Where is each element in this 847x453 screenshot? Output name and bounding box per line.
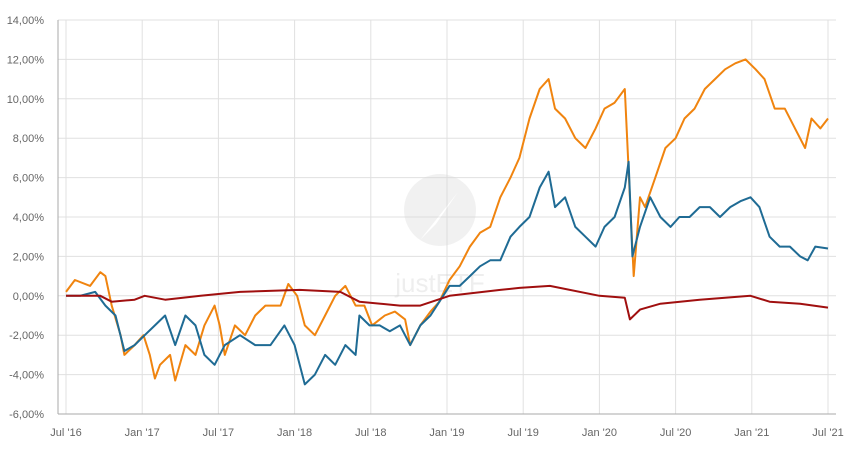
- x-tick-label: Jul '18: [355, 427, 386, 439]
- x-tick-label: Jan '18: [277, 427, 312, 439]
- x-tick-label: Jul '20: [660, 427, 691, 439]
- y-tick-label: 8,00%: [13, 133, 44, 145]
- y-tick-label: 10,00%: [7, 94, 45, 106]
- x-tick-label: Jan '21: [734, 427, 769, 439]
- x-tick-label: Jul '19: [507, 427, 538, 439]
- y-tick-label: 14,00%: [7, 15, 45, 27]
- y-tick-label: 2,00%: [13, 251, 44, 263]
- x-tick-label: Jul '21: [812, 427, 843, 439]
- series-group: [65, 58, 829, 386]
- y-tick-label: -2,00%: [9, 330, 44, 342]
- y-tick-label: 0,00%: [13, 291, 44, 303]
- x-tick-label: Jan '19: [429, 427, 464, 439]
- y-tick-label: 6,00%: [13, 173, 44, 185]
- y-tick-label: 12,00%: [7, 54, 45, 66]
- x-tick-label: Jul '16: [50, 427, 81, 439]
- y-tick-label: -4,00%: [9, 370, 44, 382]
- series-line-dark-red: [66, 284, 829, 321]
- axes: 14,00% 12,00% 10,00% 8,00% 6,00% 4,00% 2,00% 0,…: [7, 15, 844, 439]
- watermark-logo: justETF: [394, 174, 485, 298]
- x-tick-label: Jan '17: [125, 427, 160, 439]
- y-tick-label: -6,00%: [9, 409, 44, 421]
- x-tick-label: Jan '20: [582, 427, 617, 439]
- series-line-blue: [66, 160, 829, 386]
- y-tick-label: 4,00%: [13, 212, 44, 224]
- x-tick-label: Jul '17: [203, 427, 234, 439]
